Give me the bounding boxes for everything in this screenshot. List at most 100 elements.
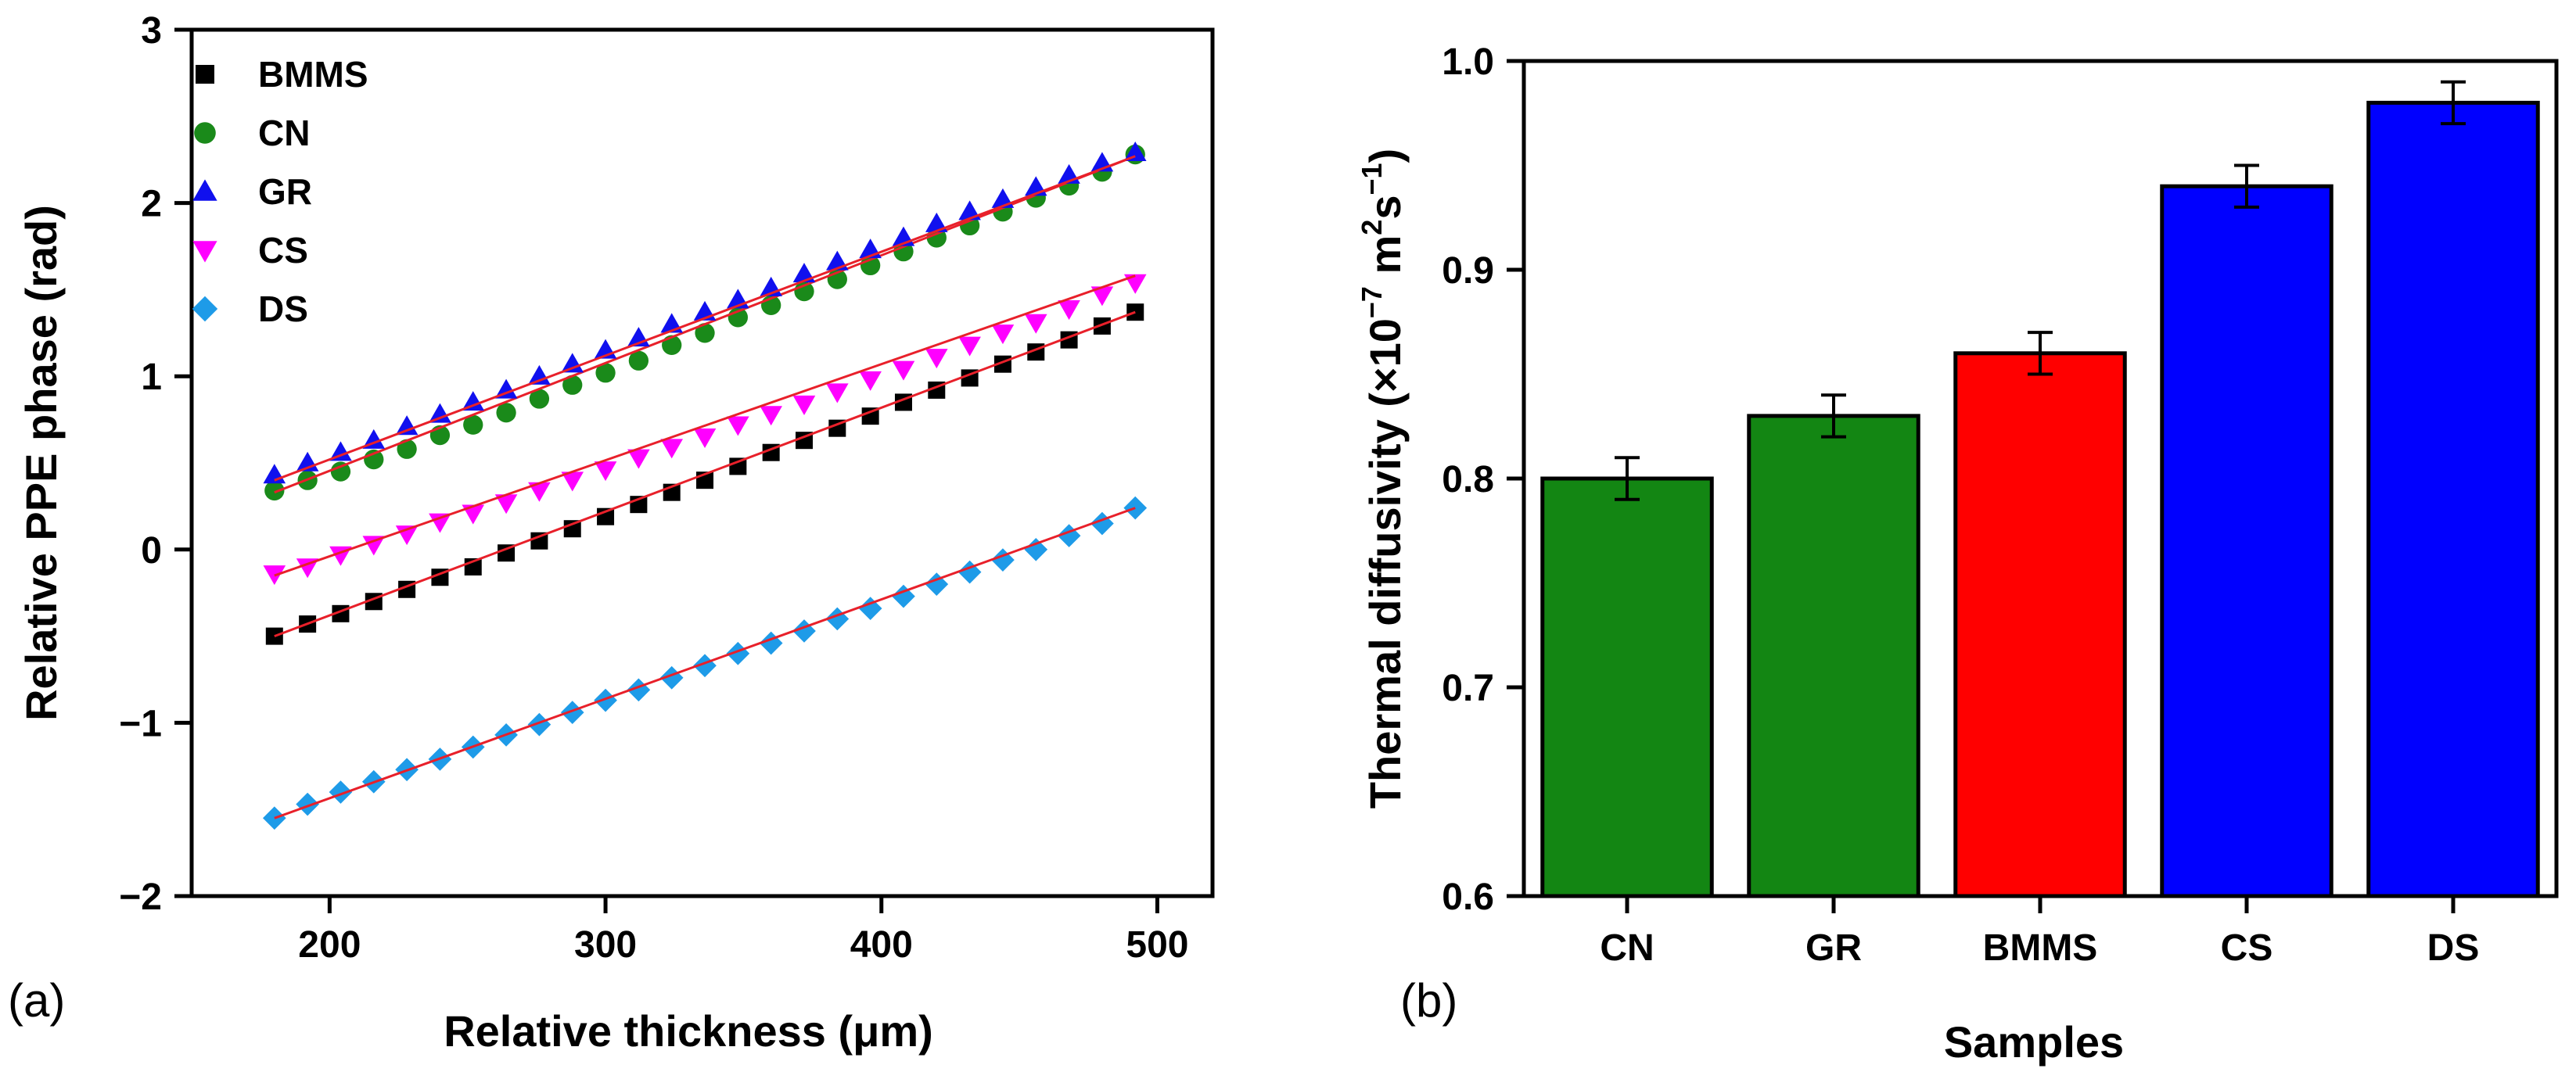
fit-line-bmms: [274, 310, 1136, 638]
point-cn-8: [529, 389, 550, 409]
y-tick-label-3: 3: [141, 10, 162, 52]
point-gr-2: [329, 441, 352, 461]
point-cs-23: [1024, 314, 1047, 334]
panel-a-marks: [262, 142, 1148, 830]
series-cs: [263, 274, 1147, 586]
y-label-exp3: −1: [1356, 163, 1388, 195]
point-cs-25: [1090, 286, 1114, 307]
x-tick-label-cn: CN: [1600, 927, 1654, 969]
point-cn-4: [397, 439, 417, 459]
point-ds-15: [759, 631, 783, 655]
point-ds-25: [1090, 511, 1114, 536]
bar-cs: [2160, 184, 2333, 898]
point-cs-21: [958, 336, 981, 357]
bar-gr: [1747, 414, 1920, 898]
y-tick-label-0.7: 0.7: [1442, 668, 1494, 709]
point-gr-7: [494, 378, 518, 399]
x-tick-label-ds: DS: [2427, 927, 2480, 969]
bar-group-bmms: [1953, 331, 2127, 898]
point-cn-0: [264, 480, 285, 501]
y-tick-label-0: 0: [141, 530, 162, 572]
point-bmms-7: [498, 544, 516, 562]
panel-b-x-axis-label: Samples: [1944, 1017, 2124, 1067]
legend-label-ds: DS: [258, 289, 308, 329]
point-cs-9: [561, 471, 584, 492]
legend-label-gr: GR: [258, 171, 312, 212]
panel-a-ticks: 200 300 400 500 −2 −1 0 1 2 3: [119, 10, 1188, 966]
point-cn-2: [330, 461, 351, 482]
point-ds-9: [560, 701, 584, 724]
point-cs-22: [991, 324, 1015, 345]
legend-marker-gr: [192, 179, 217, 201]
point-ds-0: [262, 806, 286, 830]
series-gr: [263, 142, 1147, 484]
legend-label-cn: CN: [258, 113, 310, 153]
panel-a-label: (a): [8, 974, 65, 1027]
point-ds-23: [1024, 537, 1048, 561]
legend-marker-bmms: [196, 65, 214, 84]
point-cs-15: [760, 406, 782, 426]
x-tick-label-500: 500: [1126, 924, 1188, 966]
point-gr-26: [1123, 142, 1147, 162]
point-cs-26: [1123, 274, 1147, 294]
point-cn-11: [628, 350, 649, 371]
point-cn-7: [496, 403, 516, 423]
y-tick-label--2: −2: [119, 877, 162, 918]
panel-b-marks: [1540, 80, 2540, 898]
point-ds-8: [527, 712, 551, 737]
x-tick-label-200: 200: [298, 924, 361, 966]
fit-line-cn: [274, 155, 1136, 494]
panel-b-y-axis-label: Thermal diffusivity (×10−7 m2s−1): [1356, 149, 1410, 809]
legend-marker-cn: [194, 122, 216, 144]
x-tick-label-300: 300: [574, 924, 637, 966]
x-tick-label-cs: CS: [2221, 927, 2273, 969]
legend-label-cs: CS: [258, 230, 308, 271]
point-cs-11: [627, 449, 650, 469]
panel-b-ticks: CN GR BMMS CS DS 0.6 0.7 0.8 0.9 1.0: [1442, 41, 2479, 969]
fit-line-ds: [274, 507, 1136, 819]
point-ds-2: [329, 780, 353, 804]
point-bmms-18: [861, 407, 879, 425]
point-cs-18: [859, 371, 882, 391]
point-ds-18: [858, 597, 882, 620]
y-tick-label-2: 2: [141, 184, 162, 225]
y-label-exp2: 2: [1356, 220, 1388, 235]
y-label-exp1: −7: [1356, 286, 1388, 318]
series-bmms: [265, 303, 1144, 645]
point-cs-20: [925, 349, 948, 369]
x-tick-label-bmms: BMMS: [1983, 927, 2098, 969]
y-label-mid: m: [1360, 235, 1410, 286]
point-gr-4: [395, 415, 419, 436]
point-cs-5: [429, 513, 451, 533]
legend-label-bmms: BMMS: [258, 54, 368, 95]
point-ds-14: [726, 641, 750, 665]
point-gr-20: [925, 212, 948, 232]
panel-a-plot-frame: [189, 27, 1215, 898]
y-tick-label-0.8: 0.8: [1442, 459, 1494, 500]
x-tick-label-400: 400: [850, 924, 913, 966]
point-cn-9: [562, 375, 583, 395]
y-tick-label-1.0: 1.0: [1442, 41, 1494, 83]
point-gr-16: [792, 263, 816, 283]
bar-group-gr: [1747, 393, 1920, 898]
point-cs-16: [792, 395, 816, 415]
panel-b-label: (b): [1400, 974, 1457, 1027]
x-tick-label-gr: GR: [1805, 927, 1862, 969]
point-bmms-25: [1093, 317, 1111, 335]
fit-line-gr: [274, 155, 1136, 482]
point-cn-6: [463, 414, 483, 435]
point-cs-7: [494, 494, 518, 515]
point-bmms-14: [729, 457, 747, 475]
legend-marker-ds: [192, 296, 218, 322]
point-ds-10: [594, 688, 617, 712]
point-cs-13: [693, 428, 717, 449]
y-label-main: Thermal diffusivity (×10: [1360, 318, 1410, 809]
point-cs-14: [727, 416, 749, 436]
point-cs-12: [660, 439, 684, 459]
bar-group-ds: [2366, 80, 2540, 898]
bar-group-cn: [1540, 456, 1714, 898]
bar-ds: [2366, 100, 2540, 898]
point-cs-24: [1058, 300, 1080, 321]
point-bmms-8: [530, 532, 548, 550]
